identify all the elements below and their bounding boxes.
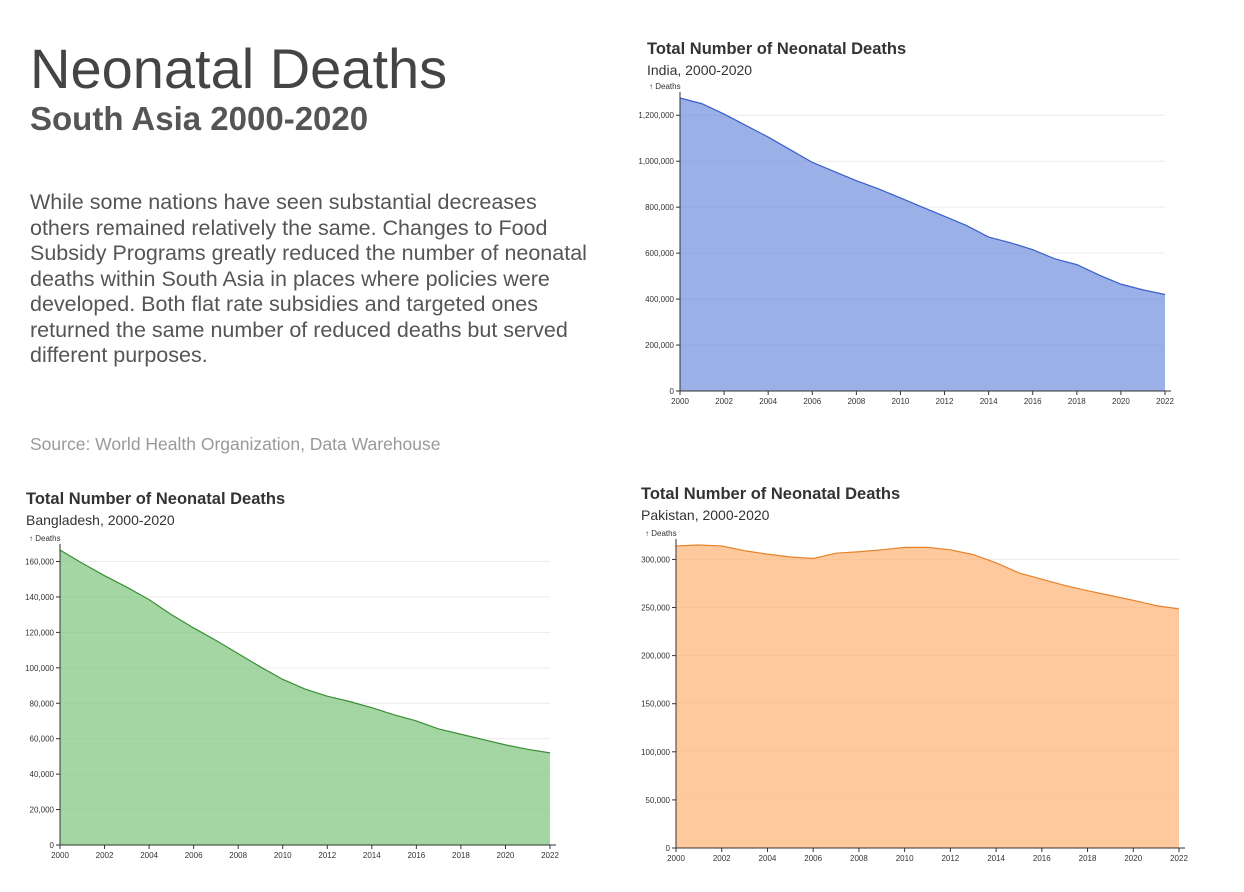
bangladesh-area-chart: 0 20,000 40,000 60,000 80,000 100,000 120,000 1… <box>25 534 559 860</box>
x-tick-label: 2002 <box>713 854 731 863</box>
area-fill <box>60 550 550 845</box>
x-tick-label: 2018 <box>1079 854 1097 863</box>
x-tick-label: 2004 <box>759 397 777 406</box>
description-text: While some nations have seen substantial… <box>30 190 587 367</box>
x-tick-label: 2006 <box>803 397 821 406</box>
x-tick-label: 2006 <box>804 854 822 863</box>
y-tick-label: 200,000 <box>641 652 670 661</box>
x-tick-label: 2022 <box>1156 397 1174 406</box>
y-tick-label: 150,000 <box>641 700 670 709</box>
y-tick-label: 140,000 <box>25 593 54 602</box>
y-tick-label: 300,000 <box>641 555 670 564</box>
y-tick-label: 800,000 <box>645 203 674 212</box>
x-tick-label: 2010 <box>896 854 914 863</box>
y-tick-label: 1,200,000 <box>638 111 674 120</box>
x-tick-label: 2014 <box>987 854 1005 863</box>
page-subtitle: South Asia 2000-2020 <box>30 100 369 137</box>
area-fill <box>676 545 1179 848</box>
page-title: Neonatal Deaths <box>30 37 448 100</box>
y-tick-label: 100,000 <box>641 748 670 757</box>
y-tick-label: 0 <box>50 841 55 850</box>
x-tick-label: 2018 <box>1068 397 1086 406</box>
y-tick-label: 0 <box>666 844 671 853</box>
x-tick-label: 2008 <box>847 397 865 406</box>
bangladesh-chart: Total Number of Neonatal Deaths Banglade… <box>25 490 586 880</box>
y-tick-label: 120,000 <box>25 628 54 637</box>
x-tick-label: 2008 <box>850 854 868 863</box>
series-line <box>675 544 1180 610</box>
x-tick-label: 2020 <box>1112 397 1130 406</box>
y-axis-label: ↑ Deaths <box>645 529 677 538</box>
x-tick-label: 2010 <box>274 851 292 860</box>
y-tick-label: 60,000 <box>30 735 55 744</box>
x-tick-label: 2020 <box>1124 854 1142 863</box>
x-tick-label: 2022 <box>541 851 559 860</box>
y-axis-label: ↑ Deaths <box>649 82 681 91</box>
y-tick-label: 200,000 <box>645 341 674 350</box>
chart-subtitle: India, 2000-2020 <box>647 62 753 78</box>
x-tick-label: 2020 <box>497 851 515 860</box>
x-tick-label: 2016 <box>1024 397 1042 406</box>
y-tick-label: 100,000 <box>25 664 54 673</box>
x-tick-label: 2004 <box>759 854 777 863</box>
x-tick-label: 2008 <box>229 851 247 860</box>
y-tick-label: 600,000 <box>645 249 674 258</box>
x-tick-label: 2018 <box>452 851 470 860</box>
x-tick-label: 2006 <box>185 851 203 860</box>
y-tick-label: 50,000 <box>646 796 671 805</box>
x-tick-label: 2012 <box>941 854 959 863</box>
x-tick-label: 2012 <box>936 397 954 406</box>
y-tick-label: 250,000 <box>641 604 670 613</box>
x-tick-label: 2002 <box>715 397 733 406</box>
x-tick-label: 2016 <box>407 851 425 860</box>
chart-subtitle: Bangladesh, 2000-2020 <box>26 512 175 528</box>
pakistan-chart: Total Number of Neonatal Deaths Pakistan… <box>641 485 1241 880</box>
x-tick-label: 2012 <box>318 851 336 860</box>
x-tick-label: 2022 <box>1170 854 1188 863</box>
pakistan-area-chart: 0 50,000 100,000 150,000 200,000 250,000 300,0… <box>641 529 1188 863</box>
y-tick-label: 40,000 <box>30 770 55 779</box>
chart-title: Total Number of Neonatal Deaths <box>641 485 901 503</box>
area-fill <box>680 98 1165 391</box>
chart-title: Total Number of Neonatal Deaths <box>26 490 286 508</box>
chart-title: Total Number of Neonatal Deaths <box>647 40 907 58</box>
y-tick-label: 80,000 <box>30 699 55 708</box>
y-axis-label: ↑ Deaths <box>29 534 61 543</box>
x-tick-label: 2010 <box>892 397 910 406</box>
series-line <box>679 97 1166 296</box>
india-area-chart: 0 200,000 400,000 600,000 800,000 1,000,000 1,… <box>638 82 1174 406</box>
source-note: Source: World Health Organization, Data … <box>30 434 441 454</box>
x-tick-label: 2016 <box>1033 854 1051 863</box>
x-tick-label: 2014 <box>363 851 381 860</box>
y-tick-label: 0 <box>670 387 675 396</box>
x-tick-label: 2000 <box>667 854 685 863</box>
y-tick-label: 400,000 <box>645 295 674 304</box>
y-tick-label: 20,000 <box>30 806 55 815</box>
x-tick-label: 2014 <box>980 397 998 406</box>
india-chart: Total Number of Neonatal Deaths India, 2… <box>638 40 1207 430</box>
x-tick-label: 2002 <box>96 851 114 860</box>
chart-subtitle: Pakistan, 2000-2020 <box>641 507 770 523</box>
x-tick-label: 2000 <box>51 851 69 860</box>
x-tick-label: 2004 <box>140 851 158 860</box>
y-tick-label: 1,000,000 <box>638 157 674 166</box>
series-line <box>59 549 551 754</box>
y-tick-label: 160,000 <box>25 558 54 567</box>
x-tick-label: 2000 <box>671 397 689 406</box>
